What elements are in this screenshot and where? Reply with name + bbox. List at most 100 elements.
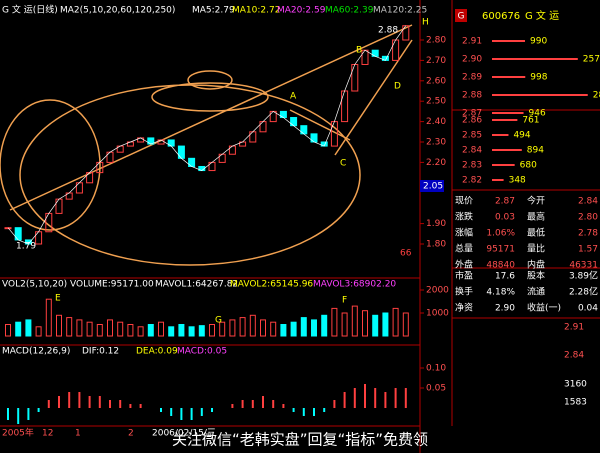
volume-bar (311, 319, 317, 337)
book-bar (492, 40, 525, 42)
book-bar (492, 112, 524, 114)
quote-label: 换手 (455, 286, 473, 298)
badge: G (458, 12, 465, 22)
candle (188, 157, 196, 167)
ellipse (0, 99, 101, 231)
badge-box (455, 9, 467, 22)
volume-bar (260, 319, 266, 337)
book-volume: 946 (529, 109, 546, 119)
trend-line (289, 109, 351, 141)
mini-label: 2.91 (564, 323, 584, 333)
candle (300, 125, 308, 135)
volume-bar (15, 321, 22, 337)
price-tick-label: 2.80 (426, 36, 446, 46)
macd-label: DEA:0.09 (136, 347, 178, 357)
volume-bar (331, 307, 338, 337)
annotation: 2.88 (378, 26, 398, 36)
volume-bar (372, 314, 379, 337)
quote-label: 收益(一) (527, 302, 561, 314)
close-line (7, 25, 407, 245)
ma-title: MA2(5,10,20,60,120,250) (60, 6, 175, 16)
watermark: 关注微信“老韩实盘”回复“指标”免费领 (172, 431, 428, 449)
quote-value: 0.04 (578, 304, 598, 314)
price-tick-label: 2.40 (426, 117, 446, 127)
macd-tick-label: 0.10 (426, 364, 446, 374)
quote-label: 内盘 (527, 259, 545, 271)
book-volume: 348 (509, 176, 526, 186)
volume-bar (209, 324, 215, 337)
quote-label: 流通 (527, 286, 545, 298)
volume-bar (5, 324, 11, 337)
book-price: 2.88 (462, 91, 482, 101)
volume-bar (362, 310, 368, 337)
annotation: A (290, 92, 297, 102)
annotation: F (342, 296, 347, 306)
vol-tick-label: 2000 (426, 286, 449, 296)
book-volume: 998 (530, 73, 547, 83)
book-price: 2.83 (462, 161, 482, 171)
volume-bar (35, 326, 42, 337)
annotation: D (394, 82, 401, 92)
book-bar (492, 76, 526, 78)
ellipse (187, 70, 233, 90)
annotation: B (356, 46, 362, 56)
quote-label: 涨跌 (455, 212, 473, 223)
quote-value: 1.57 (578, 245, 598, 255)
book-bar (492, 164, 515, 166)
quote-value: 3.89亿 (569, 270, 598, 282)
chart-title: G 文 运(日线) (2, 4, 58, 16)
ma-label: MA5:2.79 (192, 6, 235, 16)
volume-bar (168, 326, 175, 337)
volume-bar (219, 321, 226, 337)
volume-bar (76, 319, 83, 337)
quote-label: 今开 (527, 195, 545, 207)
quote-value: 17.6 (495, 272, 515, 282)
annotation: 1.79 (16, 242, 36, 252)
candle (290, 117, 298, 127)
quote-value: 2.90 (495, 304, 515, 314)
book-volume: 894 (527, 146, 544, 156)
annotation: C (340, 159, 346, 169)
price-tick-label: 2.70 (426, 56, 446, 66)
candle (310, 133, 318, 143)
candle (14, 227, 22, 241)
quote-label: 涨幅 (455, 227, 473, 239)
macd-title: MACD(12,26,9) (2, 347, 70, 357)
quote-label: 现价 (455, 196, 473, 207)
book-price: 2.91 (462, 37, 482, 47)
date-label: 2006/02/15/三 (152, 429, 216, 439)
ma-label: MA120:2.25 (373, 6, 427, 16)
price-box (420, 180, 444, 192)
price-tick-label: 1.90 (426, 219, 446, 229)
ellipse (151, 82, 269, 112)
stock-name: G 文 运 (525, 9, 559, 22)
volume-bar (107, 319, 113, 337)
quote-label: 最低 (527, 227, 545, 239)
book-volume: 2872 (593, 91, 600, 101)
volume-bar (402, 312, 409, 337)
annotation: G (215, 316, 222, 326)
book-bar (492, 149, 522, 151)
book-volume: 680 (520, 161, 537, 171)
volume-bar (198, 325, 205, 337)
quote-value: 2.87 (495, 197, 515, 207)
annotation: E (55, 294, 61, 304)
price-tick-label: 2.60 (426, 76, 446, 86)
macd-label: DIF:0.12 (82, 347, 119, 357)
volume-bar (117, 321, 124, 337)
volume-bar (56, 314, 62, 337)
volume-bar (86, 321, 93, 337)
quote-label: 总量 (455, 243, 473, 255)
drawings (0, 24, 413, 266)
trend-line (9, 24, 413, 211)
book-volume: 990 (530, 37, 547, 47)
volume-bar (66, 317, 73, 337)
ma-label: MA20:2.59 (277, 6, 326, 16)
book-bar (492, 94, 588, 96)
volume-bar (280, 324, 287, 337)
mini-label: 1583 (564, 398, 587, 408)
quote-label: 量比 (527, 243, 545, 255)
quote-value: 2.84 (578, 197, 598, 207)
volume-bar (178, 324, 185, 337)
